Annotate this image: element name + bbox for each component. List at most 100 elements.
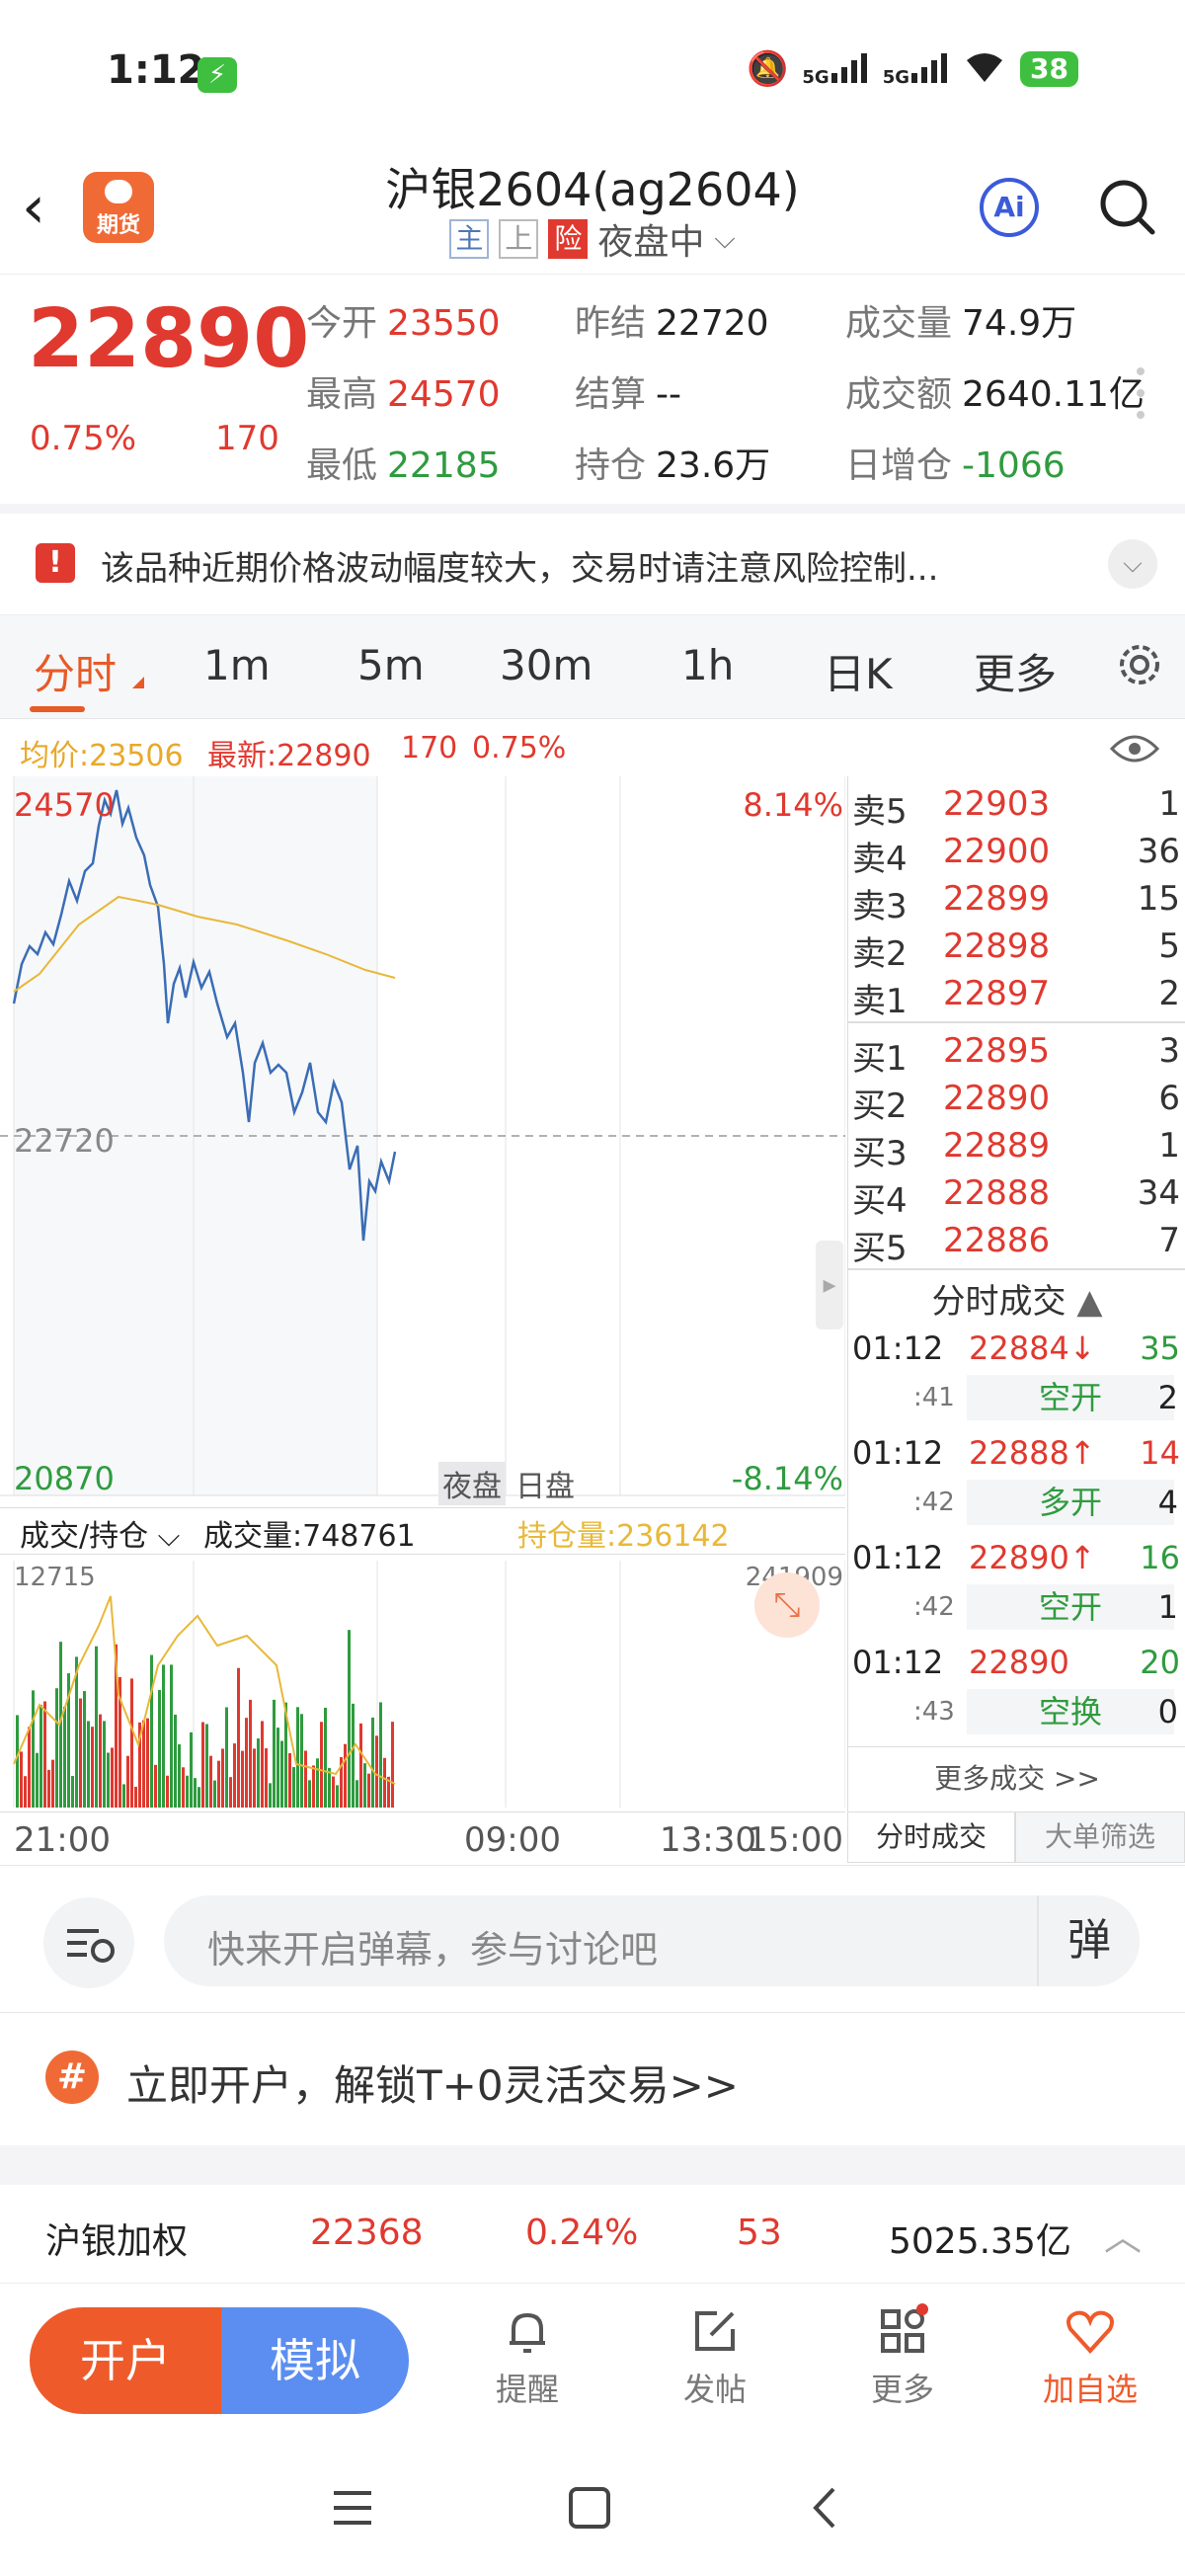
tab-5m[interactable]: 5m [357, 641, 425, 689]
volume-bar [142, 1720, 145, 1808]
volume-bar [379, 1702, 382, 1808]
signal-icon: 5G [802, 51, 868, 88]
quote-field: 成交量 74.9万 [845, 303, 1077, 344]
contract-tags[interactable]: 主 上 险 夜盘中 ⌵ [0, 213, 1185, 265]
gear-icon[interactable] [1112, 637, 1167, 692]
volume-bar [162, 1664, 165, 1808]
expand-handle[interactable]: ▸ [816, 1241, 843, 1329]
weighted-index-row[interactable]: 沪银加权 22368 0.24% 53 5025.35亿 ︿ [0, 2185, 1185, 2284]
open-interest-line [13, 1595, 396, 1785]
time-axis: 21:00 09:00 13:30 15:00 [0, 1811, 845, 1863]
tab-daily-k[interactable]: 日K [824, 650, 893, 698]
more-dots-icon[interactable] [1136, 363, 1146, 423]
tab-1h[interactable]: 1h [681, 641, 735, 689]
volume-bar [166, 1775, 169, 1808]
volume-bar [328, 1767, 331, 1808]
danmu-toggle-icon[interactable] [43, 1897, 134, 1988]
volume-bar [300, 1714, 303, 1808]
x-label: 13:30 [660, 1820, 756, 1860]
quote-field: 结算 -- [575, 374, 681, 415]
volume-bar [383, 1757, 386, 1808]
more-trades-link[interactable]: 更多成交 >> [848, 1746, 1185, 1797]
nav-add-watchlist[interactable]: 加自选 [1031, 2303, 1149, 2422]
volume-bar [122, 1784, 125, 1808]
volume-bar [324, 1707, 327, 1808]
eye-icon[interactable] [1110, 731, 1159, 766]
wifi-icon [963, 50, 1006, 89]
volume-bar [154, 1764, 157, 1808]
volume-bar [237, 1667, 240, 1808]
volume-bar [375, 1735, 378, 1808]
index-name: 沪银加权 [45, 2221, 189, 2262]
ai-assistant-button[interactable]: Ai [980, 178, 1039, 237]
trades-header[interactable]: 分时成交 ▲ [931, 1282, 1103, 1322]
status-bar: 1:12 ⚡ 🔕 5G 5G 38 [0, 0, 1185, 148]
back-icon[interactable]: ‹ [22, 173, 45, 242]
chart-canvas [0, 776, 846, 1808]
volume-bar [51, 1759, 54, 1808]
legend-pct: 0.75% [472, 731, 567, 765]
tab-big-orders[interactable]: 大单筛选 [1015, 1811, 1185, 1863]
danmu-input[interactable]: 快来开启弹幕，参与讨论吧 弹 [164, 1895, 1140, 1986]
volume-bar [40, 1704, 42, 1808]
back-nav-icon[interactable] [804, 2485, 849, 2531]
volume-bar [170, 1664, 173, 1808]
tab-intraday[interactable]: 分时 [34, 650, 118, 698]
volume-bar [16, 1715, 19, 1808]
chevron-down-icon[interactable]: ⌵ [1108, 539, 1157, 589]
volume-bar [269, 1783, 272, 1808]
quote-field: 最高 24570 [306, 374, 501, 415]
search-icon[interactable] [1098, 178, 1155, 235]
intraday-chart[interactable]: 24570 22720 20870 8.14% -8.14% 夜盘 日盘 ▸ 成… [0, 776, 846, 1819]
warning-text: 该品种近期价格波动幅度较大，交易时请注意风险控制... [101, 549, 939, 589]
volume-bar [198, 1787, 200, 1808]
volume-bar [241, 1750, 244, 1808]
volume-bar [308, 1780, 311, 1808]
volume-bar [213, 1780, 216, 1808]
index-pct: 0.24% [525, 2213, 639, 2253]
volume-bar [63, 1706, 66, 1808]
volume-bar [205, 1724, 208, 1808]
nav-post[interactable]: 发帖 [656, 2303, 774, 2422]
volume-bar [138, 1722, 141, 1808]
simulate-button[interactable]: 模拟 [221, 2307, 409, 2414]
volume-bar [20, 1751, 23, 1808]
volume-selector[interactable]: 成交/持仓 ⌵ [20, 1519, 181, 1554]
volume-bar [249, 1699, 252, 1808]
danmu-bar: 快来开启弹幕，参与讨论吧 弹 [0, 1865, 1185, 2013]
volume-bar [280, 1740, 283, 1808]
tab-more[interactable]: 更多 [974, 650, 1058, 698]
volume-bar [28, 1727, 31, 1808]
bottom-nav: 开户 模拟 提醒 发帖 更多 加自选 [0, 2284, 1185, 2442]
fullscreen-icon[interactable]: ⤡ [754, 1572, 820, 1638]
tag-risk: 险 [548, 219, 589, 259]
header: ‹ 期货 沪银2604(ag2604) 主 上 险 夜盘中 ⌵ Ai [0, 148, 1185, 275]
volume-bar [83, 1691, 86, 1808]
volume-bar [186, 1775, 189, 1808]
quote-field: 持仓 23.6万 [575, 445, 771, 486]
nav-remind[interactable]: 提醒 [468, 2303, 587, 2422]
open-account-promo[interactable]: # 立即开户，解锁T+0灵活交易>> [0, 2015, 1185, 2145]
bid-row: 买1 22895 3 [852, 1031, 1180, 1079]
chevron-up-icon[interactable]: ︿ [1104, 2215, 1143, 2259]
heart-icon [1066, 2310, 1114, 2354]
tab-tick-trades[interactable]: 分时成交 [847, 1811, 1015, 1863]
active-tab-indicator [30, 706, 85, 712]
charging-icon: ⚡ [198, 57, 237, 93]
nav-more[interactable]: 更多 [843, 2303, 962, 2422]
danmu-button[interactable]: 弹 [1037, 1895, 1140, 1986]
risk-warning-banner[interactable]: ! 该品种近期价格波动幅度较大，交易时请注意风险控制... ⌵ [0, 514, 1185, 612]
volume-bar [55, 1688, 58, 1808]
y-bottom-label: 20870 [14, 1460, 115, 1497]
menu-icon[interactable] [330, 2485, 375, 2531]
tab-30m[interactable]: 30m [500, 641, 593, 689]
tab-1m[interactable]: 1m [203, 641, 271, 689]
open-account-button[interactable]: 开户 [30, 2307, 221, 2414]
tag-main: 主 [449, 219, 490, 259]
legend-change: 170 [401, 731, 458, 765]
bid-row: 买3 22889 1 [852, 1126, 1180, 1173]
home-icon[interactable] [567, 2485, 612, 2531]
x-label: 21:00 [14, 1820, 111, 1860]
volume-bar [253, 1748, 256, 1808]
volume-bar [43, 1701, 46, 1808]
